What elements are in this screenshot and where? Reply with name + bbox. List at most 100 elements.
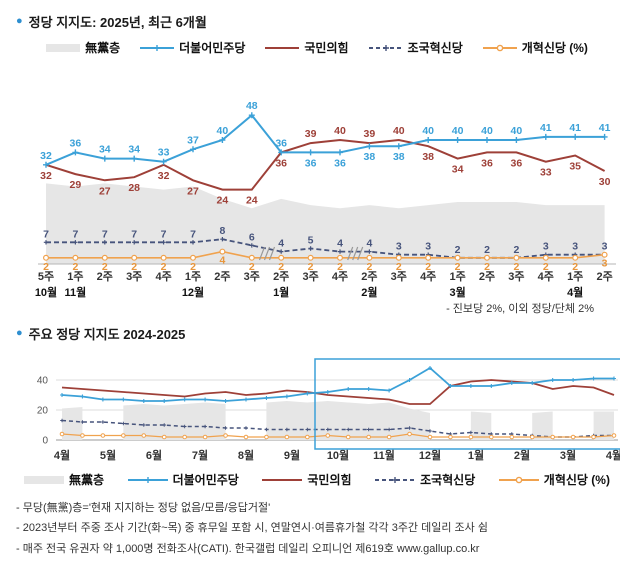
svg-text:27: 27	[99, 185, 111, 197]
svg-text:36: 36	[275, 137, 287, 149]
svg-text:7: 7	[72, 228, 78, 240]
svg-text:3주: 3주	[302, 270, 318, 283]
mudang-area	[470, 411, 492, 440]
svg-text:3: 3	[543, 241, 549, 253]
svg-text:38: 38	[364, 151, 376, 163]
svg-text:2: 2	[513, 244, 519, 256]
svg-text:10월: 10월	[35, 285, 57, 299]
axis-break-mark	[352, 246, 359, 261]
svg-text:12월: 12월	[419, 448, 441, 462]
svg-text:40: 40	[37, 376, 49, 387]
svg-text:2: 2	[513, 261, 519, 273]
axis-break-mark	[347, 246, 354, 261]
legend-item-joguk: 조국혁신당	[368, 39, 463, 56]
svg-text:33: 33	[540, 167, 552, 179]
svg-text:5월: 5월	[100, 448, 116, 462]
legend-item-joguk: 조국혁신당	[375, 471, 475, 488]
svg-text:11월: 11월	[373, 448, 395, 462]
svg-text:34: 34	[128, 144, 140, 156]
svg-text:2: 2	[396, 261, 402, 273]
legend-swatch-mudang	[46, 43, 81, 52]
legend-swatch-kukhim	[262, 478, 303, 481]
svg-text:2: 2	[455, 261, 461, 273]
footnotes: - 무당(無黨)층='현재 지지하는 정당 없음/모름/응답거절' - 2023…	[16, 498, 618, 559]
svg-text:11월: 11월	[65, 285, 87, 299]
svg-text:2: 2	[43, 261, 49, 273]
svg-text:4월: 4월	[54, 448, 70, 462]
legend-swatch-minju	[140, 44, 175, 51]
chart1-plot: 3232723629723427723428723332723727724024…	[35, 100, 616, 299]
svg-text:2: 2	[131, 261, 137, 273]
svg-text:32: 32	[158, 170, 170, 182]
svg-text:4주: 4주	[420, 270, 436, 283]
svg-text:36: 36	[481, 157, 493, 169]
legend-item-kukhim: 국민의힘	[262, 471, 352, 488]
svg-text:2주: 2주	[479, 270, 495, 283]
axis-break-mark	[357, 246, 364, 261]
svg-text:2주: 2주	[596, 270, 612, 283]
svg-text:4: 4	[366, 238, 372, 250]
legend-label-mudang: 無黨층	[85, 41, 121, 55]
bullet-icon: ●	[16, 15, 23, 27]
svg-text:24: 24	[246, 195, 258, 207]
svg-text:40: 40	[393, 125, 405, 137]
legend-item-minju: 더불어민주당	[127, 471, 239, 488]
legend-label-minju: 더불어민주당	[179, 41, 246, 55]
mudang-area	[532, 411, 553, 440]
svg-text:36: 36	[511, 157, 523, 169]
svg-text:4주: 4주	[332, 270, 348, 283]
axis-break-mark	[258, 246, 266, 261]
svg-text:40: 40	[481, 125, 493, 137]
svg-text:39: 39	[364, 128, 376, 140]
svg-text:1주: 1주	[567, 270, 583, 283]
legend-label-joguk: 조국혁신당	[407, 41, 463, 55]
svg-text:1주: 1주	[67, 270, 83, 283]
footnote-mudang-definition: - 무당(無黨)층='현재 지지하는 정당 없음/모름/응답거절'	[16, 502, 271, 514]
svg-text:2주: 2주	[361, 270, 377, 283]
svg-text:34: 34	[452, 164, 464, 176]
svg-text:3월: 3월	[560, 448, 576, 462]
svg-text:41: 41	[599, 122, 611, 134]
footnote-survey-schedule: - 2023년부터 주중 조사 기간(화~목) 중 휴무일 포함 시, 연말연시…	[16, 522, 488, 535]
legend-swatch-joguk	[368, 44, 403, 51]
svg-text:7: 7	[131, 228, 137, 240]
svg-text:0: 0	[42, 436, 48, 447]
series-gaehyuk	[43, 248, 608, 261]
svg-text:2: 2	[484, 244, 490, 256]
svg-text:2: 2	[249, 261, 255, 273]
svg-text:3주: 3주	[508, 270, 524, 283]
svg-text:2: 2	[102, 261, 108, 273]
series-minju	[60, 366, 616, 403]
svg-text:2: 2	[161, 261, 167, 273]
svg-text:8: 8	[219, 225, 225, 237]
svg-text:2: 2	[72, 261, 78, 273]
svg-text:1주: 1주	[449, 270, 465, 283]
axis-break-mark	[268, 246, 276, 261]
svg-text:28: 28	[128, 182, 140, 194]
svg-text:32: 32	[40, 150, 52, 162]
svg-text:8월: 8월	[238, 448, 254, 462]
svg-text:39: 39	[305, 128, 317, 140]
highlight-box	[314, 358, 620, 450]
svg-text:48: 48	[246, 100, 258, 112]
legend-item-gaehyuk: 개혁신당 (%)	[482, 39, 588, 56]
mudang-area	[46, 183, 605, 264]
chart1-annotation: - 진보당 2%, 이외 정당/단체 2%	[446, 303, 594, 315]
svg-text:2: 2	[425, 261, 431, 273]
svg-text:7: 7	[161, 228, 167, 240]
bullet-icon: ●	[16, 327, 23, 339]
legend-swatch-gaehyuk	[498, 476, 539, 483]
legend-label-minju: 더불어민주당	[172, 473, 239, 487]
svg-text:4: 4	[337, 238, 343, 250]
svg-text:36: 36	[305, 157, 317, 169]
legend-swatch-kukhim	[265, 46, 300, 49]
svg-text:40: 40	[422, 125, 434, 137]
svg-text:27: 27	[187, 185, 199, 197]
chart1-legend: 無黨층 더불어민주당 국민의힘 조국혁신당 개혁신당 (%)	[14, 39, 620, 56]
svg-text:37: 37	[187, 134, 199, 146]
chart1-title: ● 정당 지지도: 2025년, 최근 6개월	[16, 12, 620, 31]
legend-swatch-minju	[127, 476, 168, 483]
svg-text:3주: 3주	[126, 270, 142, 283]
svg-text:2주: 2주	[214, 270, 230, 283]
svg-text:40: 40	[217, 125, 229, 137]
